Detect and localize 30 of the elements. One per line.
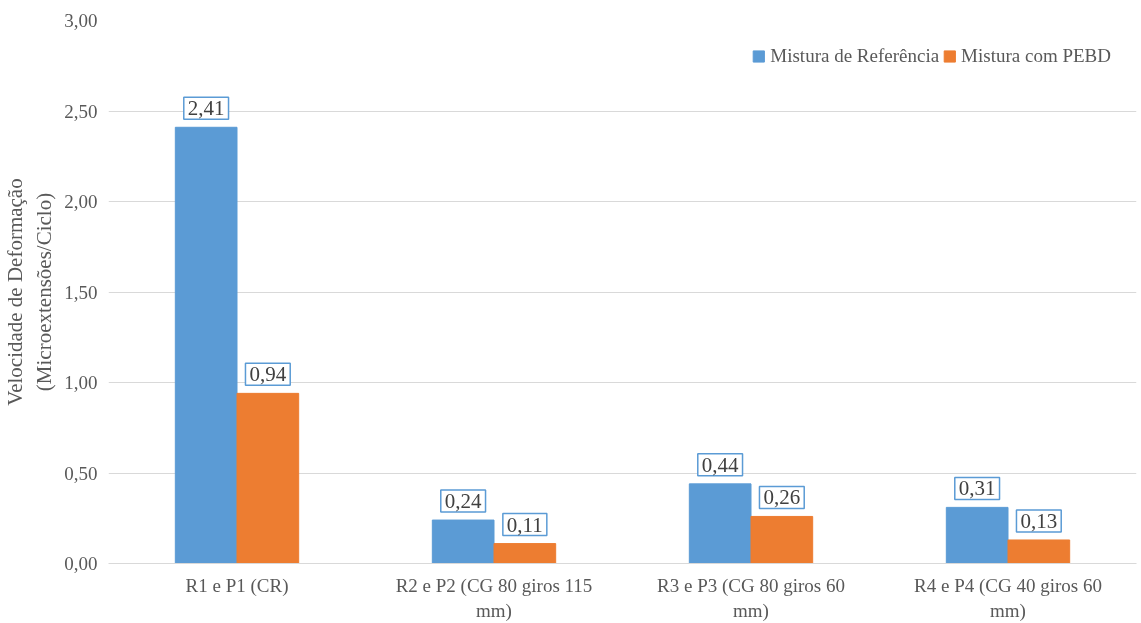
x-tick-label: R3 e P3 (CG 80 giros 60 mm) <box>657 574 845 622</box>
data-label: 0,31 <box>958 476 996 501</box>
data-label: 0,94 <box>249 362 287 387</box>
legend-label: Mistura com PEBD <box>961 45 1111 67</box>
y-tick-label: 1,00 <box>64 372 98 393</box>
bar <box>945 506 1009 564</box>
y-tick-label: 1,50 <box>64 281 98 303</box>
legend-label: Mistura de Referência <box>770 45 940 67</box>
bar <box>1007 539 1071 564</box>
bar <box>174 126 238 564</box>
y-tick-label: 2,00 <box>64 191 98 212</box>
y-axis-title: Velocidade de Deformação (Microextensões/Ciclo) <box>3 178 57 406</box>
y-tick-label: 0,50 <box>64 462 98 484</box>
y-tick-label: 3,00 <box>64 10 98 31</box>
data-label: 2,41 <box>187 96 225 121</box>
data-label: 0,24 <box>444 489 483 514</box>
bar <box>493 543 557 564</box>
x-tick-label: R1 e P1 (CR) <box>185 574 289 597</box>
x-tick-label: R4 e P4 (CG 40 giros 60 mm) <box>914 574 1102 622</box>
bar <box>750 515 814 564</box>
bar <box>431 519 495 564</box>
bar <box>688 483 752 564</box>
data-label: 0,26 <box>763 485 801 510</box>
x-tick-label: R2 e P2 (CG 80 giros 115 mm) <box>395 574 593 622</box>
data-label: 0,11 <box>506 512 543 537</box>
y-tick-label: 0,00 <box>64 553 98 574</box>
data-label: 0,44 <box>701 452 740 477</box>
bar <box>236 392 300 564</box>
data-label: 0,13 <box>1020 508 1058 533</box>
y-tick-label: 2,50 <box>64 100 98 122</box>
